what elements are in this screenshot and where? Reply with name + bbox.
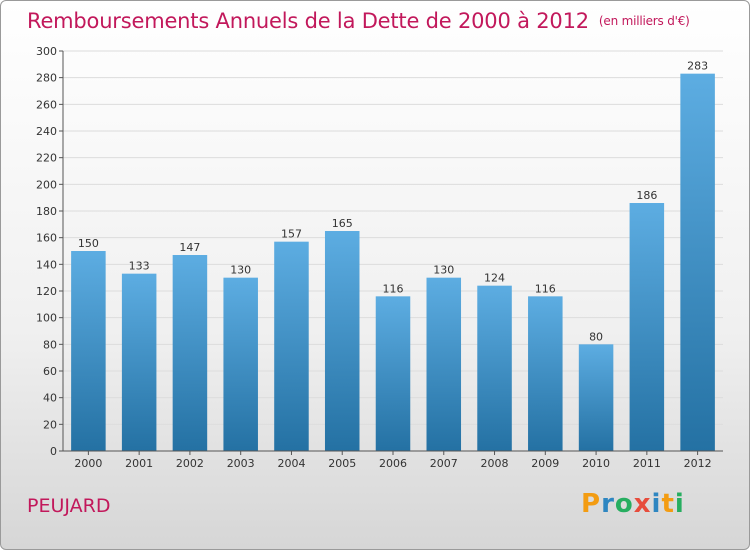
chart-unit: (en milliers d'€) bbox=[598, 14, 690, 28]
bar-2009 bbox=[528, 296, 563, 451]
bar-2001 bbox=[121, 273, 157, 451]
bar-value-label: 133 bbox=[129, 260, 150, 273]
bar-2012 bbox=[680, 73, 715, 452]
bars: 150 133 147 130 157 165 116 130 124 116 80 186 283 bbox=[71, 60, 715, 452]
x-tick-label: 2006 bbox=[379, 457, 407, 470]
logo-letter: t bbox=[661, 489, 675, 519]
y-tick-label: 20 bbox=[43, 418, 57, 431]
y-tick-label: 200 bbox=[36, 178, 57, 191]
chart-title: Remboursements Annuels de la Dette de 20… bbox=[27, 9, 690, 33]
y-tick-label: 180 bbox=[36, 205, 57, 218]
y-tick-label: 60 bbox=[43, 365, 57, 378]
proxiti-logo: Proxiti bbox=[581, 489, 685, 519]
y-tick-label: 80 bbox=[43, 338, 57, 351]
x-tick-label: 2004 bbox=[277, 457, 305, 470]
bar-2005 bbox=[324, 231, 360, 451]
bar-value-label: 130 bbox=[433, 264, 454, 277]
y-tick-label: 0 bbox=[50, 445, 57, 458]
y-tick-label: 220 bbox=[36, 152, 57, 165]
x-tick-label: 2008 bbox=[481, 457, 509, 470]
commune-name: PEUJARD bbox=[27, 495, 111, 517]
chart-title-text: Remboursements Annuels de la Dette de 20… bbox=[27, 9, 589, 33]
bar-value-label: 157 bbox=[281, 228, 302, 241]
bar-2000 bbox=[71, 251, 106, 451]
y-tick-label: 160 bbox=[36, 232, 57, 245]
x-tick-label: 2002 bbox=[176, 457, 204, 470]
x-tick-label: 2010 bbox=[582, 457, 610, 470]
x-tick-label: 2007 bbox=[430, 457, 458, 470]
bar-value-label: 186 bbox=[636, 189, 657, 202]
x-axis: 2000 2001 2002 2003 2004 2005 2006 2007 2008 2009… bbox=[63, 450, 723, 470]
bar-value-label: 116 bbox=[535, 282, 556, 295]
y-tick-label: 40 bbox=[43, 392, 57, 405]
bar-value-label: 150 bbox=[78, 237, 99, 250]
y-tick-label: 280 bbox=[36, 72, 57, 85]
bar-value-label: 147 bbox=[179, 241, 200, 254]
x-tick-label: 2009 bbox=[531, 457, 559, 470]
bar-2007 bbox=[426, 277, 462, 451]
bar-2010 bbox=[578, 344, 614, 451]
bar-value-label: 80 bbox=[589, 330, 603, 343]
logo-letter: i bbox=[651, 489, 662, 519]
bar-2008 bbox=[477, 285, 512, 451]
bar-value-label: 165 bbox=[332, 217, 353, 230]
bar-2003 bbox=[223, 277, 258, 451]
y-tick-label: 240 bbox=[36, 125, 57, 138]
x-tick-label: 2001 bbox=[125, 457, 153, 470]
logo-letter: P bbox=[581, 489, 602, 519]
bar-2011 bbox=[629, 203, 665, 451]
logo-letter: o bbox=[614, 489, 634, 519]
y-tick-label: 140 bbox=[36, 258, 57, 271]
bar-value-label: 283 bbox=[687, 60, 708, 73]
y-tick-label: 120 bbox=[36, 285, 57, 298]
bar-2004 bbox=[274, 241, 309, 451]
x-tick-label: 2000 bbox=[74, 457, 102, 470]
x-tick-label: 2011 bbox=[633, 457, 661, 470]
bar-value-label: 130 bbox=[230, 264, 251, 277]
y-tick-label: 300 bbox=[36, 45, 57, 58]
bar-value-label: 116 bbox=[383, 282, 404, 295]
x-tick-label: 2012 bbox=[684, 457, 712, 470]
y-axis: 0 20 40 60 80 100 120 140 160 180 200 220 240 260 280 3… bbox=[36, 45, 64, 458]
logo-letter: i bbox=[674, 489, 685, 519]
x-tick-label: 2003 bbox=[227, 457, 255, 470]
bar-value-label: 124 bbox=[484, 272, 505, 285]
bar-2002 bbox=[172, 255, 208, 451]
y-tick-label: 100 bbox=[36, 312, 57, 325]
bar-2006 bbox=[375, 296, 411, 451]
logo-letter: r bbox=[601, 489, 615, 519]
x-tick-label: 2005 bbox=[328, 457, 356, 470]
logo-letter: x bbox=[633, 489, 652, 519]
y-tick-label: 260 bbox=[36, 98, 57, 111]
